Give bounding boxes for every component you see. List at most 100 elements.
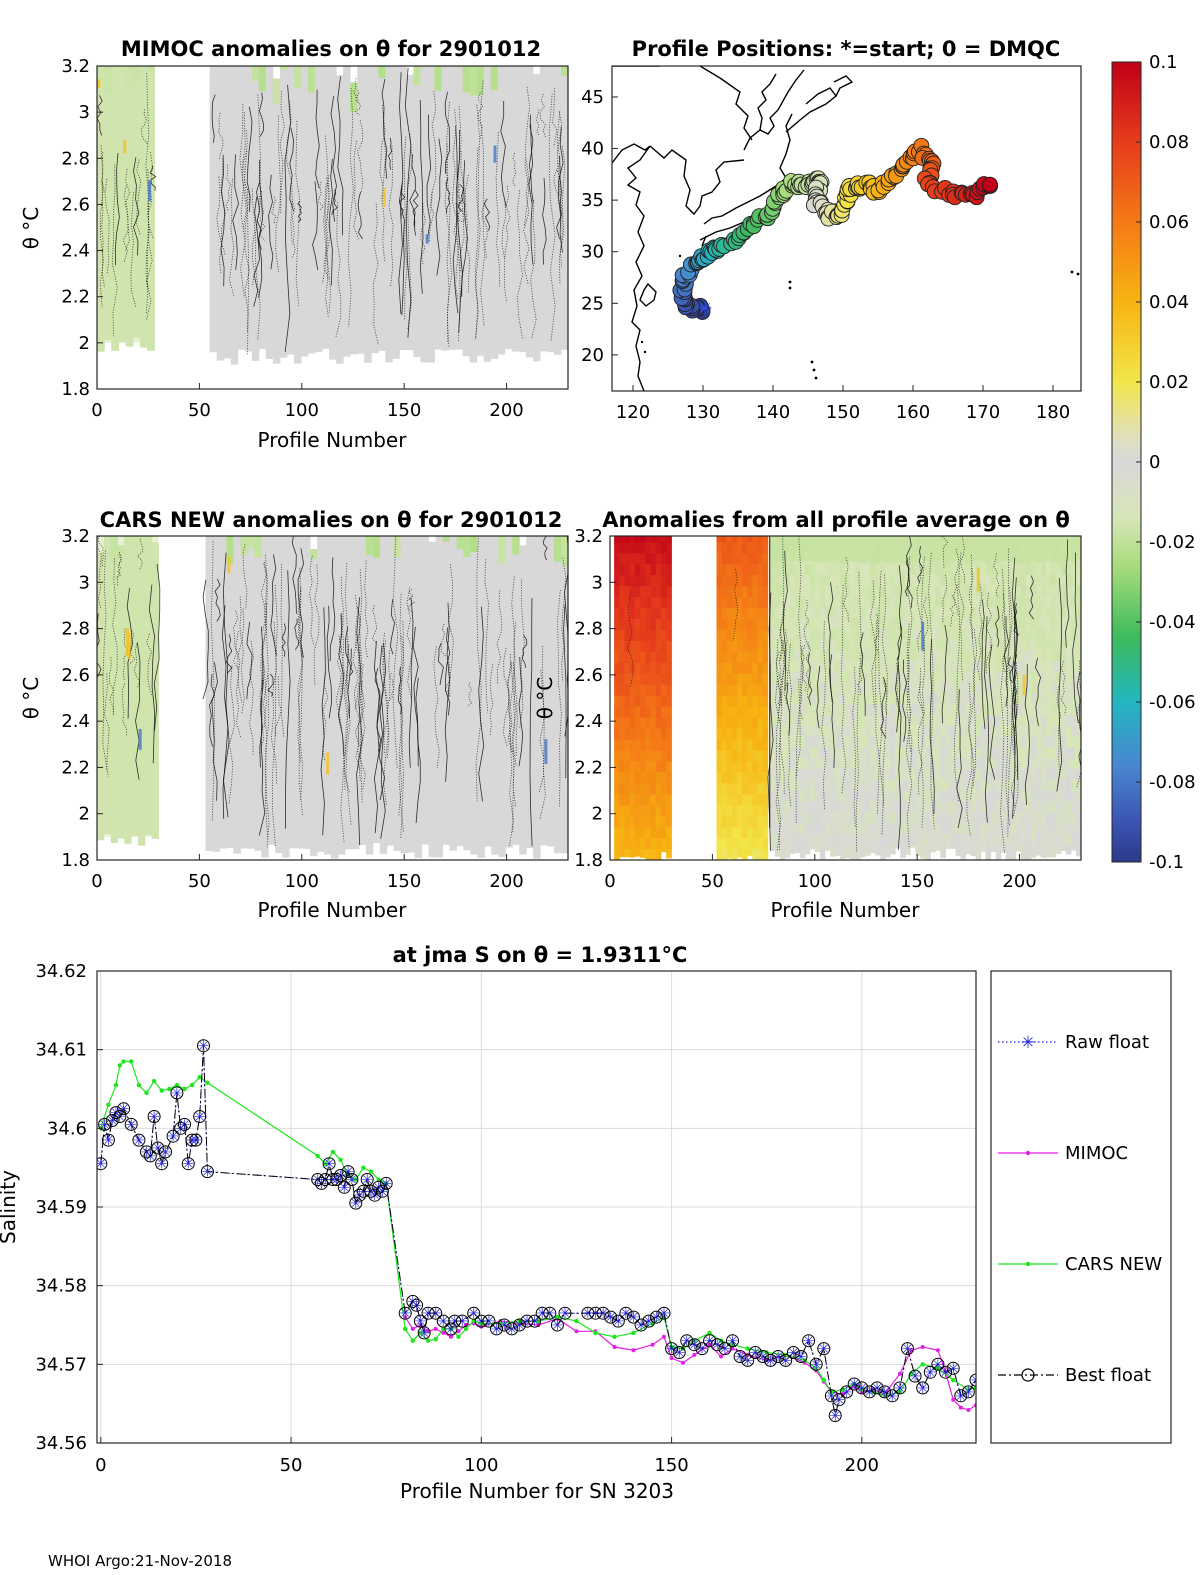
cars-point — [159, 1088, 164, 1093]
cars-point — [920, 1362, 925, 1367]
d-heatmap-cell — [809, 747, 816, 759]
d-heatmap-cell — [752, 728, 758, 741]
d-heatmap-cell — [835, 812, 841, 824]
d-heatmap-cell — [875, 801, 881, 813]
d-heatmap-cell — [716, 695, 723, 708]
colorbar-tick-label: 0.08 — [1149, 132, 1189, 153]
d-heatmap-cell — [747, 794, 753, 806]
d-heatmap-cell — [757, 783, 763, 795]
d-heatmap-cell — [747, 619, 753, 631]
d-heatmap-cell — [980, 779, 987, 792]
d-heatmap-cell — [624, 542, 631, 554]
d-heatmap-cell — [624, 816, 631, 828]
raw-float-point: ✳ — [917, 1381, 929, 1397]
d-heatmap-cell — [935, 779, 941, 792]
d-heatmap-cell — [819, 607, 826, 619]
profile-position-marker — [982, 176, 998, 193]
c-heatmap-cell — [456, 536, 464, 550]
d-heatmap-cell — [900, 758, 906, 770]
d-heatmap-cell — [731, 597, 738, 609]
d-heatmap-cell — [1050, 563, 1057, 576]
d-heatmap-cell — [885, 682, 891, 694]
mimoc-anomaly-blocks — [97, 66, 568, 365]
d-heatmap-cell — [655, 794, 662, 806]
d-heatmap-cell — [1065, 801, 1072, 813]
d-heatmap-cell — [865, 574, 871, 586]
d-heatmap-cell — [890, 596, 896, 608]
mimoc-point — [920, 1345, 925, 1349]
d-heatmap-cell — [850, 574, 856, 586]
d-contour-line — [988, 644, 996, 780]
d-heatmap-cell — [890, 693, 896, 705]
a-contour-line — [239, 104, 246, 297]
d-heatmap-cell — [905, 693, 911, 705]
d-heatmap-cell — [980, 725, 987, 738]
d-heatmap-cell — [915, 715, 921, 727]
d-heatmap-cell — [804, 682, 811, 694]
d-heatmap-cell — [762, 651, 769, 664]
d-heatmap-cell — [840, 736, 846, 748]
d-heatmap-cell — [721, 640, 728, 653]
d-heatmap-cell — [624, 597, 631, 609]
d-heatmap-cell — [925, 639, 931, 651]
a-heatmap-cell — [413, 66, 421, 358]
a-contour-line — [104, 178, 110, 275]
d-heatmap-cell — [737, 794, 743, 806]
salinity-legend: ✳ Raw float MIMOC CARS NEW Best float — [990, 970, 1172, 1444]
d-heatmap-cell — [747, 640, 753, 653]
d-heatmap-cell — [1050, 574, 1057, 586]
d-heatmap-cell — [975, 725, 982, 738]
d-heatmap-cell — [1076, 661, 1081, 673]
d-heatmap-cell — [1010, 758, 1017, 770]
d-heatmap-cell — [629, 849, 636, 858]
d-heatmap-cell — [721, 805, 728, 817]
d-heatmap-cell — [666, 717, 672, 730]
d-heatmap-cell — [995, 617, 1002, 630]
d-heatmap-cell — [995, 801, 1002, 813]
d-heatmap-cell — [757, 695, 763, 708]
d-heatmap-cell — [945, 693, 951, 705]
d-heatmap-cell — [1050, 715, 1057, 727]
raw-float-point: ✳ — [182, 1157, 194, 1173]
c-heatmap-cell — [268, 536, 276, 845]
d-heatmap-cell — [940, 747, 946, 759]
d-heatmap-cell — [645, 728, 652, 741]
cars-x-axis-label: Profile Number — [258, 898, 408, 922]
d-heatmap-cell — [1030, 563, 1037, 576]
d-heatmap-cell — [666, 695, 672, 708]
d-heatmap-cell — [1005, 715, 1012, 727]
d-heatmap-cell — [716, 728, 723, 741]
d-heatmap-cell — [819, 585, 826, 597]
d-heatmap-cell — [634, 651, 641, 664]
d-heatmap-cell — [880, 628, 886, 640]
cars-point — [783, 1352, 788, 1358]
d-heatmap-cell — [661, 630, 667, 642]
d-heatmap-cell — [855, 833, 861, 846]
d-heatmap-cell — [910, 758, 916, 770]
d-heatmap-cell — [619, 827, 625, 839]
best-float-point — [741, 1353, 755, 1367]
d-heatmap-cell — [819, 801, 826, 813]
best-float-point — [124, 1117, 138, 1131]
cars-point — [144, 1090, 149, 1096]
d-heatmap-cell — [769, 801, 776, 813]
d-heatmap-cell — [865, 639, 871, 651]
d-heatmap-cell — [726, 564, 733, 576]
d-heatmap-cell — [1030, 617, 1037, 630]
d-heatmap-cell — [995, 596, 1002, 608]
d-contour-line — [929, 638, 935, 815]
d-heatmap-cell — [1040, 704, 1047, 716]
d-heatmap-cell — [779, 725, 786, 738]
d-heatmap-cell — [875, 844, 881, 856]
d-heatmap-cell — [850, 736, 856, 748]
d-heatmap-cell — [895, 596, 901, 608]
d-heatmap-cell — [1035, 779, 1042, 792]
d-contour-line — [942, 574, 948, 623]
d-heatmap-cell — [774, 790, 781, 802]
d-heatmap-cell — [870, 801, 876, 813]
c-heatmap-cell — [233, 536, 241, 854]
d-heatmap-cell — [825, 812, 831, 824]
d-heatmap-cell — [910, 769, 916, 781]
d-heatmap-cell — [716, 640, 723, 653]
d-heatmap-cell — [629, 542, 636, 554]
